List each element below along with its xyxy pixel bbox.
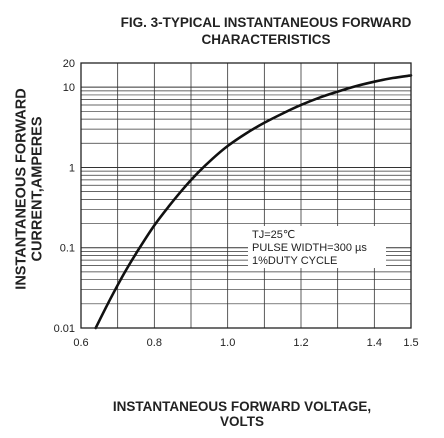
chart-grid — [81, 63, 411, 328]
chart-title-line-2: CHARACTERISTICS — [201, 32, 331, 47]
plot-frame — [80, 62, 412, 329]
x-axis-label-line-2: VOLTS — [219, 414, 264, 429]
x-tick-label: 1.5 — [403, 337, 418, 349]
forward-characteristic-curve — [94, 74, 413, 330]
x-tick-label: 1.4 — [367, 337, 382, 349]
x-axis-label-line-1: INSTANTANEOUS FORWARD VOLTAGE, — [112, 399, 372, 414]
axis-tick-labels: 0.6 0.8 1.0 1.2 1.4 1.5 0.01 0.1 1 10 20 — [54, 58, 419, 349]
x-tick-label: 1.0 — [220, 337, 235, 349]
y-tick-label: 20 — [63, 58, 75, 70]
y-tick-label: 1 — [69, 162, 75, 174]
y-tick-label: 0.01 — [54, 323, 75, 335]
x-tick-label: 0.8 — [147, 337, 162, 349]
annotation-line: PULSE WIDTH=300 µs — [252, 242, 367, 254]
x-tick-label: 1.2 — [293, 337, 308, 349]
annotation-background — [248, 226, 386, 268]
annotation-line: TJ=25℃ — [252, 229, 295, 241]
y-tick-label: 0.1 — [60, 243, 75, 255]
forward-curve-layer — [94, 74, 413, 330]
annotation-line: 1%DUTY CYCLE — [252, 255, 337, 267]
chart-title-line-1: FIG. 3-TYPICAL INSTANTANEOUS FORWARD — [120, 15, 412, 30]
y-tick-label: 10 — [63, 82, 75, 94]
x-tick-label: 0.6 — [73, 337, 88, 349]
